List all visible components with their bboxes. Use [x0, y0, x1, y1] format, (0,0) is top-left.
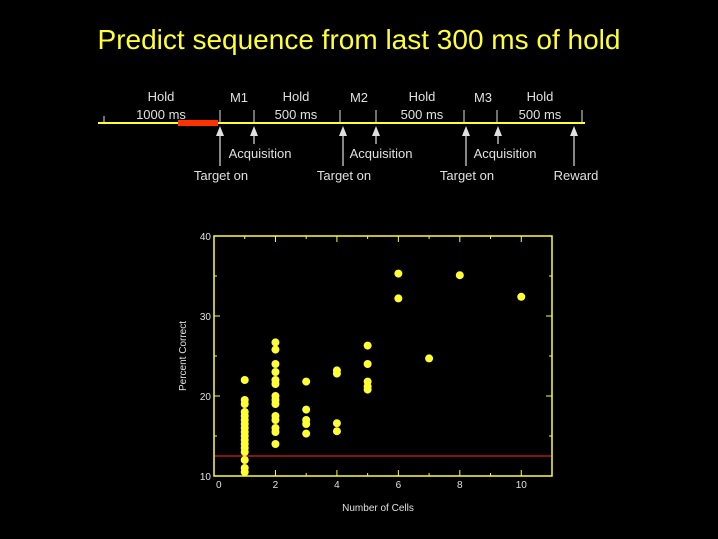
timeline-label: M1	[230, 90, 248, 105]
x-axis-label: Number of Cells	[342, 503, 414, 514]
data-point	[332, 419, 341, 428]
y-tick-label: 20	[200, 392, 212, 403]
event-arrow-head	[339, 126, 347, 136]
data-point	[455, 271, 464, 280]
data-point	[240, 456, 249, 464]
data-point	[302, 377, 311, 386]
data-point	[302, 405, 311, 414]
data-point	[271, 416, 280, 424]
timeline-label: Hold	[283, 89, 310, 104]
data-point	[394, 269, 403, 278]
event-arrow-head	[494, 126, 502, 136]
data-point	[271, 360, 280, 368]
data-point	[271, 440, 280, 448]
data-point	[363, 341, 372, 350]
x-tick-label: 0	[216, 480, 222, 491]
event-label: Acquisition	[350, 146, 413, 161]
data-point	[332, 427, 341, 436]
event-arrow-head	[250, 126, 258, 136]
timeline-label: M3	[474, 90, 492, 105]
x-tick-label: 2	[273, 480, 279, 491]
event-label: Reward	[554, 168, 599, 183]
data-point	[363, 385, 372, 394]
data-point	[240, 468, 249, 476]
data-point	[271, 345, 280, 354]
y-tick-label: 30	[200, 312, 212, 323]
x-tick-label: 4	[334, 480, 340, 491]
event-label: Target on	[440, 168, 494, 183]
event-arrow-head	[570, 126, 578, 136]
timeline-label: 1000 ms	[136, 107, 186, 122]
data-point	[240, 376, 249, 384]
event-arrow-head	[216, 126, 224, 136]
timeline-label: 500 ms	[275, 107, 318, 122]
task-timeline: Hold 1000 ms M1 Hold 500 ms M2 Hold 500 ms M3 Hol…	[98, 89, 599, 183]
data-point	[271, 338, 280, 347]
data-point	[517, 292, 526, 301]
y-tick-label: 40	[200, 232, 212, 243]
data-point	[302, 420, 311, 428]
x-tick-label: 10	[516, 480, 528, 491]
data-point	[271, 380, 280, 388]
data-point	[363, 360, 372, 368]
slide-title: Predict sequence from last 300 ms of hol…	[97, 24, 621, 55]
timeline-label: Hold	[148, 89, 175, 104]
timeline-label: 500 ms	[519, 107, 562, 122]
event-arrow-head	[372, 126, 380, 136]
plot-frame	[213, 235, 553, 477]
timeline-label: 500 ms	[401, 107, 444, 122]
data-point	[425, 354, 434, 363]
event-label: Target on	[194, 168, 248, 183]
y-tick-label: 10	[200, 472, 212, 483]
event-label: Target on	[317, 168, 371, 183]
x-tick-label: 8	[457, 480, 463, 491]
data-point	[240, 448, 249, 456]
y-axis-label: Percent Correct	[178, 321, 189, 391]
timeline-label: M2	[350, 90, 368, 105]
data-point	[271, 368, 280, 376]
data-point	[240, 400, 249, 408]
hold-analysis-window	[178, 120, 218, 126]
event-arrow-head	[462, 126, 470, 136]
data-point	[302, 429, 311, 438]
timeline-label: Hold	[527, 89, 554, 104]
data-point	[394, 294, 403, 303]
x-tick-label: 6	[396, 480, 402, 491]
event-label: Acquisition	[229, 146, 292, 161]
timeline-label: Hold	[409, 89, 436, 104]
event-label: Acquisition	[474, 146, 537, 161]
data-point	[271, 400, 280, 408]
data-point	[332, 369, 341, 378]
data-point	[271, 428, 280, 436]
